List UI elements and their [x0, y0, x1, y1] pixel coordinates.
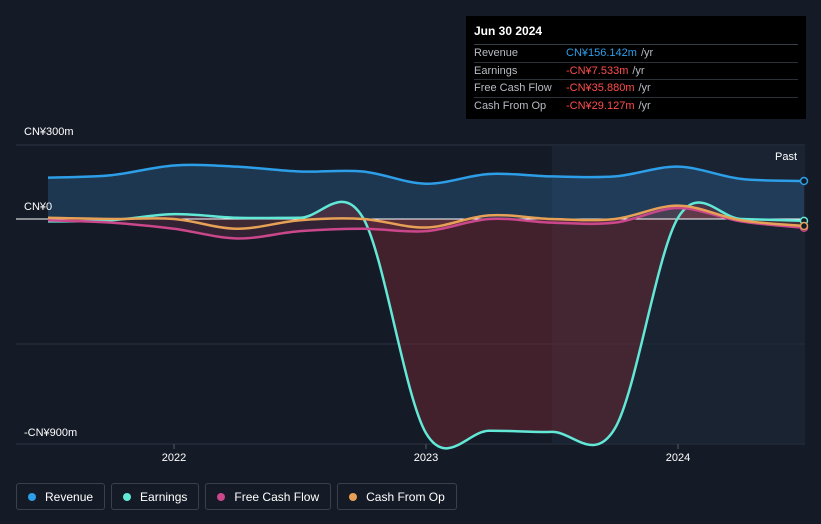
tooltip-row: Revenue CN¥156.142m/yr — [474, 45, 798, 63]
legend-label: Cash From Op — [366, 489, 445, 504]
tooltip-label: Earnings — [474, 64, 518, 77]
y-tick-label: CN¥0 — [24, 201, 52, 213]
legend-dot-icon — [123, 492, 132, 501]
series-areas — [48, 164, 804, 449]
series-line — [47, 163, 805, 185]
x-tick-label: 2022 — [162, 452, 186, 464]
series-area — [48, 201, 804, 449]
series-line — [47, 204, 805, 230]
tooltip-unit: /yr — [638, 99, 651, 112]
series-lines — [47, 163, 809, 450]
tooltip-value: -CN¥35.880m — [566, 82, 635, 94]
legend-label: Revenue — [45, 489, 94, 504]
series-line — [47, 200, 805, 450]
tooltip-row: Earnings -CN¥7.533m/yr — [474, 63, 798, 80]
legend-item[interactable]: Revenue — [16, 483, 106, 510]
legend-dot-icon — [349, 492, 358, 501]
legend-label: Free Cash Flow — [234, 489, 320, 504]
tooltip-unit: /yr — [632, 64, 645, 77]
tooltip-value: CN¥156.142m — [566, 47, 637, 59]
tooltip-date: Jun 30 2024 — [474, 24, 798, 45]
tooltip-label: Cash From Op — [474, 99, 547, 112]
tooltip-row: Cash From Op -CN¥29.127m/yr — [474, 98, 798, 115]
past-region — [552, 145, 805, 444]
tooltip-label: Revenue — [474, 47, 519, 59]
tooltip-value: -CN¥7.533m — [566, 64, 629, 77]
series-end-point — [799, 176, 809, 186]
tooltip-unit: /yr — [638, 82, 651, 94]
legend-dot-icon — [28, 492, 36, 501]
y-tick-label: CN¥300m — [24, 126, 74, 138]
series-area — [48, 205, 804, 229]
series-area — [48, 164, 804, 219]
x-tick-label: 2024 — [666, 452, 690, 464]
tooltip-label: Free Cash Flow — [474, 82, 552, 94]
series-end-point — [799, 221, 809, 231]
past-label: Past — [775, 151, 797, 163]
tooltip-row: Free Cash Flow -CN¥35.880m/yr — [474, 80, 798, 98]
hover-tooltip: Jun 30 2024 Revenue CN¥156.142m/yr Earning… — [466, 16, 806, 119]
legend-item[interactable]: Free Cash Flow — [205, 483, 332, 510]
tooltip-value: -CN¥29.127m — [566, 99, 635, 112]
series-area — [48, 208, 804, 239]
axis-labels: CN¥300m CN¥0 -CN¥900m 2022 2023 2024 Past — [24, 126, 797, 464]
legend-label: Earnings — [140, 489, 188, 504]
series-line — [47, 206, 805, 240]
tooltip-unit: /yr — [640, 47, 654, 59]
chart-legend: Revenue Earnings Free Cash Flow Cash From O… — [16, 483, 463, 510]
x-tick-label: 2023 — [414, 452, 438, 464]
y-tick-label: -CN¥900m — [24, 427, 77, 439]
legend-dot-icon — [217, 492, 226, 501]
legend-item[interactable]: Earnings — [111, 483, 200, 510]
legend-item[interactable]: Cash From Op — [337, 483, 457, 510]
